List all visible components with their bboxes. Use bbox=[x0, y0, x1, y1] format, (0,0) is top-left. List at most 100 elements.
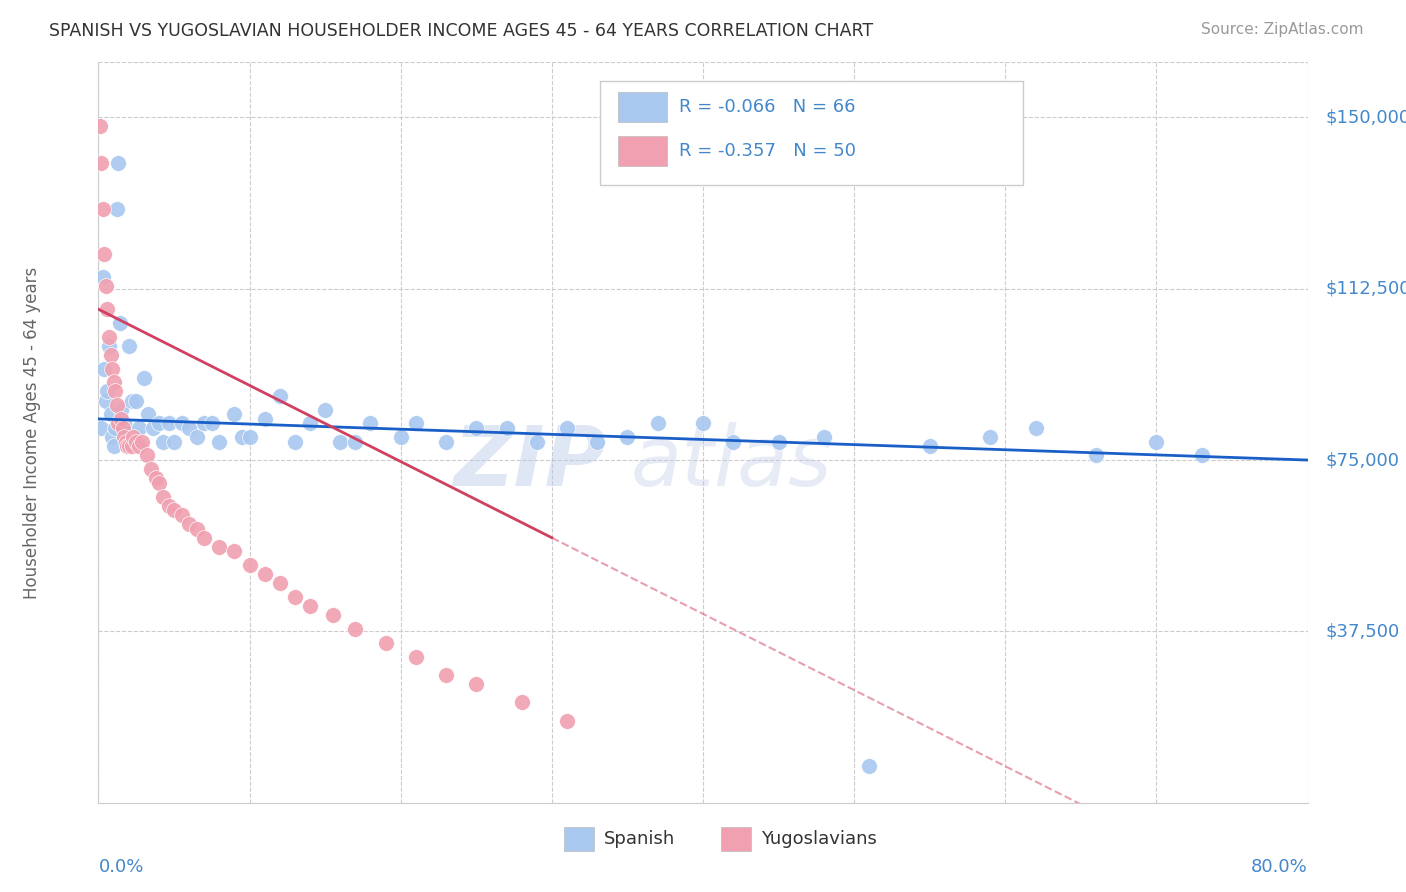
Point bbox=[284, 590, 307, 604]
Point bbox=[121, 393, 143, 408]
Text: atlas: atlas bbox=[630, 422, 832, 503]
Point bbox=[132, 371, 155, 385]
Point bbox=[253, 567, 276, 582]
Point bbox=[1085, 449, 1108, 463]
Point bbox=[141, 462, 163, 476]
Point bbox=[405, 649, 427, 664]
Point bbox=[100, 408, 122, 422]
Point bbox=[91, 270, 114, 285]
Point bbox=[125, 393, 148, 408]
Text: Source: ZipAtlas.com: Source: ZipAtlas.com bbox=[1201, 22, 1364, 37]
Point bbox=[96, 302, 118, 317]
Point bbox=[98, 339, 121, 353]
Point bbox=[94, 279, 117, 293]
Point bbox=[526, 434, 548, 449]
Point bbox=[90, 156, 112, 170]
Point bbox=[344, 622, 367, 636]
Point bbox=[98, 329, 121, 343]
Point bbox=[89, 120, 111, 134]
Point bbox=[434, 668, 457, 682]
Text: $75,000: $75,000 bbox=[1326, 451, 1400, 469]
Point bbox=[111, 421, 134, 435]
Point bbox=[208, 540, 231, 554]
Point bbox=[360, 417, 382, 431]
Point bbox=[101, 430, 124, 444]
Point bbox=[269, 576, 291, 591]
Point bbox=[122, 430, 145, 444]
Text: Householder Income Ages 45 - 64 years: Householder Income Ages 45 - 64 years bbox=[22, 267, 41, 599]
Point bbox=[208, 434, 231, 449]
Text: $112,500: $112,500 bbox=[1326, 280, 1406, 298]
Point bbox=[170, 508, 193, 522]
Text: $37,500: $37,500 bbox=[1326, 623, 1400, 640]
Point bbox=[163, 503, 186, 517]
Text: $150,000: $150,000 bbox=[1326, 108, 1406, 127]
Point bbox=[465, 421, 488, 435]
Point bbox=[91, 202, 114, 216]
Point bbox=[186, 430, 208, 444]
Point bbox=[231, 430, 253, 444]
Point bbox=[148, 475, 170, 490]
Point bbox=[105, 202, 128, 216]
Point bbox=[858, 759, 880, 773]
Point bbox=[100, 348, 122, 362]
Point bbox=[647, 417, 669, 431]
Point bbox=[90, 421, 112, 435]
Point bbox=[193, 417, 215, 431]
Point bbox=[405, 417, 427, 431]
Point bbox=[813, 430, 835, 444]
Point bbox=[555, 421, 578, 435]
FancyBboxPatch shape bbox=[619, 92, 666, 121]
Point bbox=[465, 677, 488, 691]
Point bbox=[170, 417, 193, 431]
Point bbox=[107, 417, 129, 431]
Point bbox=[110, 402, 132, 417]
Point bbox=[322, 608, 344, 623]
Point bbox=[918, 439, 941, 453]
Point bbox=[159, 499, 181, 513]
Point bbox=[115, 439, 138, 453]
Point bbox=[111, 421, 134, 435]
Point bbox=[586, 434, 609, 449]
Point bbox=[152, 434, 174, 449]
Point bbox=[94, 393, 117, 408]
Point bbox=[1144, 434, 1167, 449]
Point bbox=[118, 339, 141, 353]
Text: SPANISH VS YUGOSLAVIAN HOUSEHOLDER INCOME AGES 45 - 64 YEARS CORRELATION CHART: SPANISH VS YUGOSLAVIAN HOUSEHOLDER INCOM… bbox=[49, 22, 873, 40]
Point bbox=[112, 417, 135, 431]
Point bbox=[101, 361, 124, 376]
Point bbox=[314, 402, 336, 417]
Point bbox=[118, 439, 141, 453]
Point bbox=[495, 421, 517, 435]
Point bbox=[105, 398, 128, 412]
FancyBboxPatch shape bbox=[600, 81, 1024, 185]
Point bbox=[135, 449, 157, 463]
Point bbox=[93, 247, 115, 261]
FancyBboxPatch shape bbox=[619, 136, 666, 166]
Point bbox=[96, 384, 118, 399]
Point bbox=[186, 522, 208, 536]
Text: 0.0%: 0.0% bbox=[98, 858, 143, 876]
Point bbox=[979, 430, 1001, 444]
Point bbox=[193, 531, 215, 545]
Point bbox=[115, 439, 138, 453]
Point bbox=[692, 417, 714, 431]
Point bbox=[269, 389, 291, 403]
Point bbox=[224, 408, 246, 422]
Text: Spanish: Spanish bbox=[603, 830, 675, 848]
Point bbox=[104, 384, 127, 399]
Point bbox=[179, 516, 201, 531]
Point bbox=[329, 434, 352, 449]
Point bbox=[128, 421, 150, 435]
Point bbox=[374, 636, 396, 650]
Point bbox=[299, 599, 322, 614]
Point bbox=[1191, 449, 1213, 463]
Point bbox=[299, 417, 322, 431]
Point bbox=[616, 430, 638, 444]
Point bbox=[112, 430, 135, 444]
Point bbox=[723, 434, 745, 449]
Point bbox=[239, 430, 262, 444]
Point bbox=[768, 434, 790, 449]
Point bbox=[103, 376, 125, 390]
Text: R = -0.357   N = 50: R = -0.357 N = 50 bbox=[679, 143, 856, 161]
